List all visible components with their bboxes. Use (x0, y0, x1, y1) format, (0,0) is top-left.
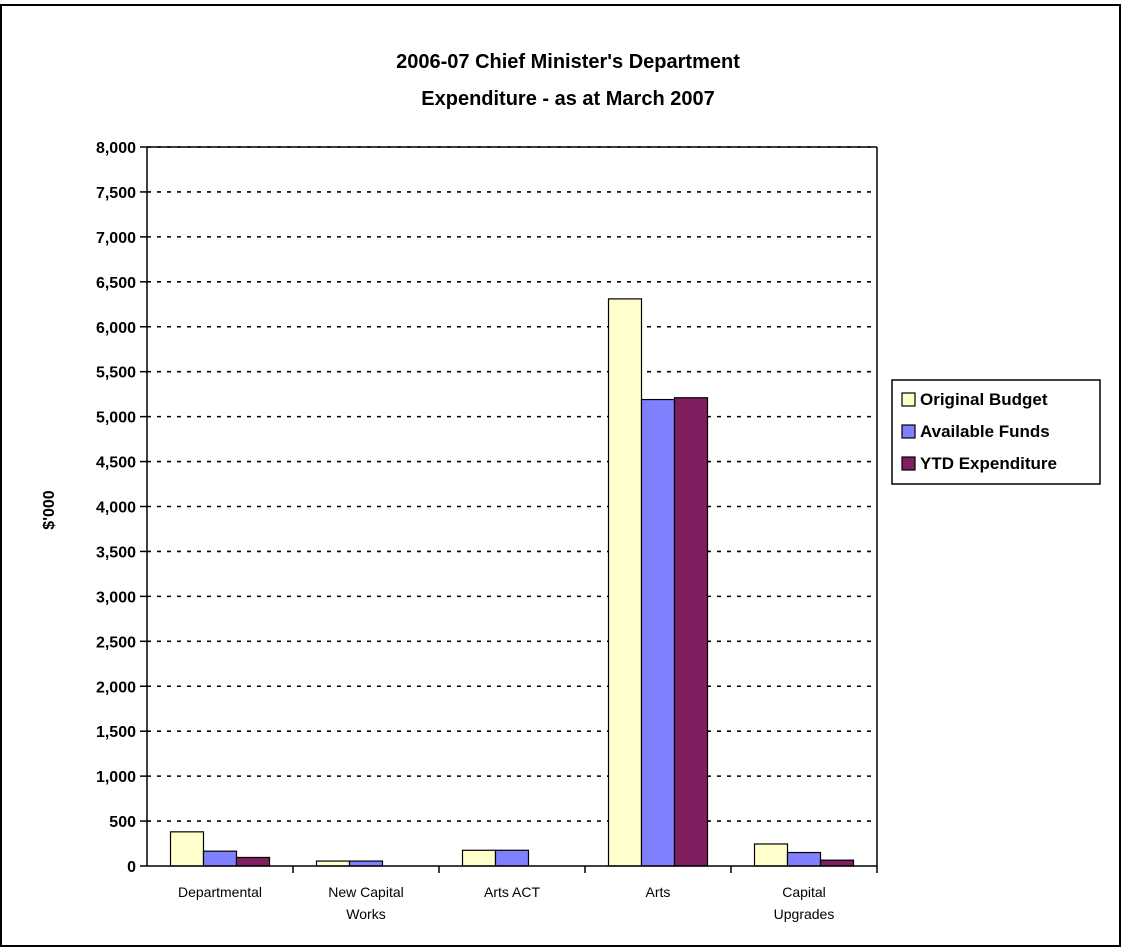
bar-ytd-expenditure (673, 397, 709, 867)
y-tick-label: 5,500 (96, 365, 136, 382)
x-category-label: Capital (782, 884, 826, 900)
bar-original-budget (169, 831, 205, 867)
legend-swatch (901, 456, 916, 471)
y-axis-label: $'000 (41, 490, 58, 530)
x-category-label: Works (346, 906, 385, 922)
gridlines (147, 146, 877, 822)
y-tick-label: 4,000 (96, 500, 136, 517)
legend-entry: Available Funds (920, 422, 1050, 441)
bars (169, 298, 855, 867)
y-tick-label: 7,000 (96, 230, 136, 247)
y-tick-label: 6,500 (96, 275, 136, 292)
bar-available-funds (640, 398, 676, 867)
bar-original-budget (607, 298, 643, 867)
y-tick-label: 3,000 (96, 589, 136, 606)
bar-available-funds (786, 851, 822, 867)
x-category-labels: Departmental New Capital Works Arts ACT Arts… (178, 884, 834, 922)
y-tick-label: 6,000 (96, 320, 136, 337)
bar-ytd-expenditure (235, 856, 271, 867)
legend-swatch (901, 424, 916, 439)
y-tick-label: 0 (127, 859, 136, 876)
bar-original-budget (753, 843, 789, 867)
y-tick-label: 5,000 (96, 410, 136, 427)
y-tick-label: 1,000 (96, 769, 136, 786)
y-tick-label: 7,500 (96, 185, 136, 202)
legend-entry: YTD Expenditure (920, 454, 1057, 473)
y-tick-label: 500 (109, 814, 136, 831)
y-tick-label: 2,000 (96, 679, 136, 696)
y-tick-label: 4,500 (96, 455, 136, 472)
axes (140, 146, 878, 873)
y-tick-label: 1,500 (96, 724, 136, 741)
x-category-label: Departmental (178, 884, 262, 900)
x-category-label: Upgrades (774, 906, 835, 922)
y-tick-label: 8,000 (96, 140, 136, 157)
y-tick-label: 2,500 (96, 634, 136, 651)
x-category-label: Arts (646, 884, 671, 900)
legend-entry: Original Budget (920, 390, 1048, 409)
bar-available-funds (202, 850, 238, 867)
bar-available-funds (494, 849, 530, 867)
chart-title-line-2: Expenditure - as at March 2007 (421, 88, 714, 110)
bar-ytd-expenditure (819, 859, 855, 867)
legend: Original Budget Available Funds YTD Expend… (891, 379, 1101, 485)
x-category-label: New Capital (328, 884, 403, 900)
y-tick-labels: 0 500 1,000 1,500 2,000 2,500 3,000 3,500 4,000 4… (96, 140, 136, 876)
y-tick-label: 3,500 (96, 544, 136, 561)
bar-original-budget (461, 849, 497, 867)
legend-box (891, 379, 1101, 485)
chart-title-line-1: 2006-07 Chief Minister's Department (396, 51, 740, 73)
x-category-label: Arts ACT (484, 884, 540, 900)
legend-swatch (901, 392, 916, 407)
